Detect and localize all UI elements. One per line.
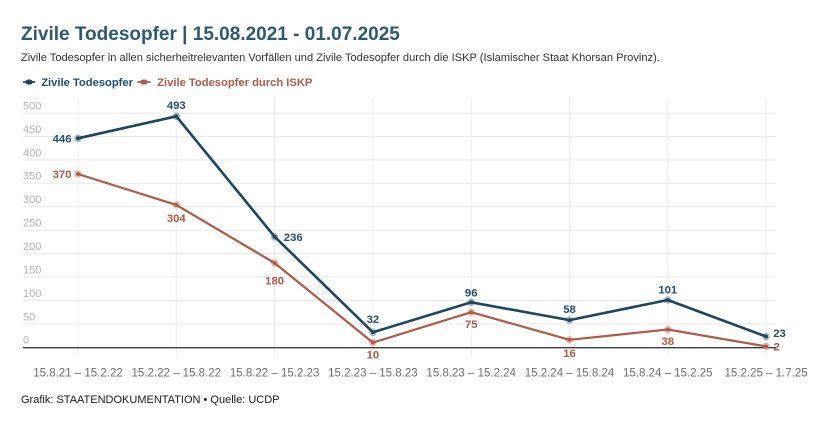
- svg-text:446: 446: [53, 133, 72, 145]
- svg-text:15.8.21 – 15.2.22: 15.8.21 – 15.2.22: [33, 368, 123, 380]
- svg-text:58: 58: [563, 304, 576, 316]
- svg-text:370: 370: [53, 169, 72, 181]
- svg-text:0: 0: [23, 335, 29, 347]
- svg-text:75: 75: [465, 319, 478, 331]
- svg-text:32: 32: [367, 314, 380, 326]
- svg-text:100: 100: [23, 288, 41, 300]
- svg-text:15.2.23 – 15.8.23: 15.2.23 – 15.8.23: [328, 368, 418, 380]
- svg-text:15.2.22 – 15.8.22: 15.2.22 – 15.8.22: [132, 368, 222, 380]
- svg-text:300: 300: [23, 194, 41, 206]
- svg-text:50: 50: [23, 311, 35, 323]
- svg-text:Zivile Todesopfer: Zivile Todesopfer: [41, 77, 133, 89]
- svg-text:15.2.24 – 15.8.24: 15.2.24 – 15.8.24: [525, 368, 615, 380]
- svg-text:450: 450: [23, 124, 41, 136]
- svg-text:15.2.25 – 1.7.25: 15.2.25 – 1.7.25: [725, 368, 808, 380]
- svg-text:38: 38: [662, 336, 675, 348]
- svg-text:96: 96: [465, 287, 478, 299]
- svg-text:2: 2: [774, 341, 780, 353]
- svg-text:15.8.22 – 15.2.23: 15.8.22 – 15.2.23: [230, 368, 320, 380]
- svg-text:15.8.23 – 15.2.24: 15.8.23 – 15.2.24: [426, 368, 516, 380]
- svg-text:400: 400: [23, 147, 41, 159]
- svg-text:200: 200: [23, 241, 41, 253]
- svg-text:10: 10: [367, 350, 380, 362]
- svg-text:250: 250: [23, 218, 41, 230]
- svg-text:23: 23: [773, 328, 786, 340]
- svg-text:150: 150: [23, 264, 41, 276]
- svg-text:101: 101: [658, 285, 677, 297]
- svg-text:500: 500: [23, 101, 41, 113]
- svg-text:493: 493: [167, 100, 186, 112]
- svg-text:Zivile Todesopfer durch ISKP: Zivile Todesopfer durch ISKP: [157, 77, 313, 89]
- svg-text:180: 180: [265, 275, 284, 287]
- svg-text:15.8.24 – 15.2.25: 15.8.24 – 15.2.25: [623, 368, 713, 380]
- svg-text:304: 304: [167, 213, 187, 225]
- svg-text:16: 16: [563, 348, 576, 360]
- svg-text:350: 350: [23, 171, 41, 183]
- svg-text:236: 236: [284, 232, 303, 244]
